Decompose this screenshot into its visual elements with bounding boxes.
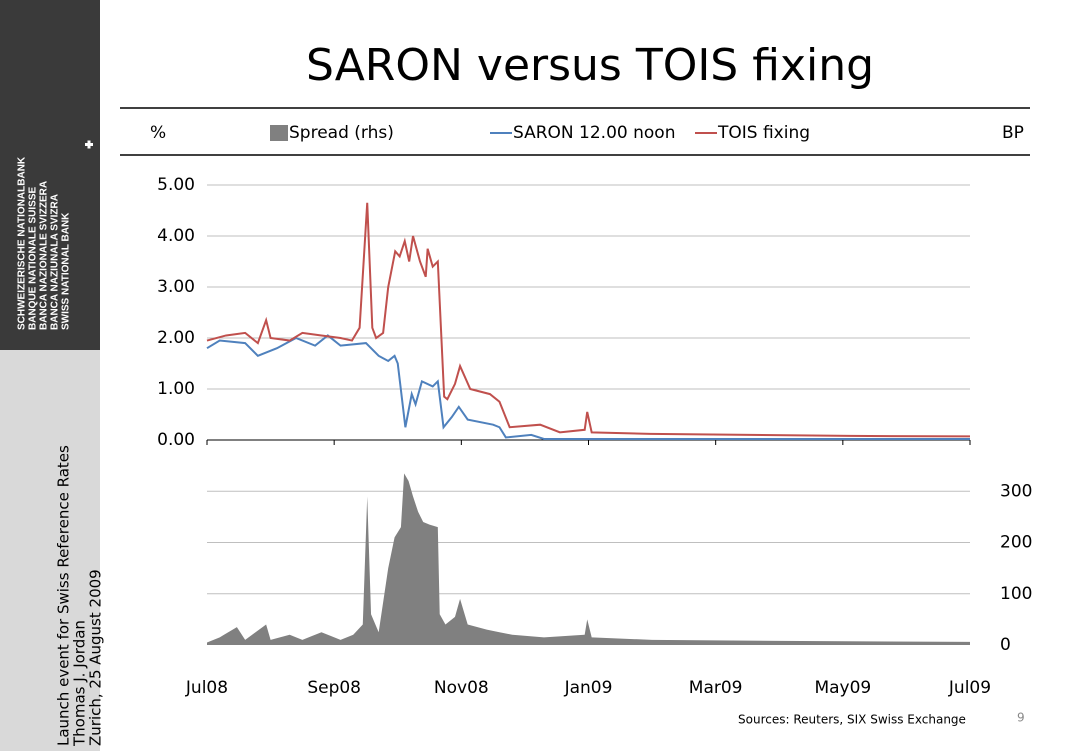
legend-label: SARON 12.00 noon <box>513 123 675 143</box>
event-text: Zurich, 25 August 2009 <box>87 569 105 746</box>
spread-area <box>207 473 970 645</box>
event-text: Thomas J. Jordan <box>71 620 89 747</box>
y2-tick-label: 300 <box>1000 481 1032 501</box>
x-tick-label: May09 <box>814 678 871 698</box>
x-tick-label: Nov08 <box>434 678 489 698</box>
bank-name: BANCA NAZIUNALA SVIZRA <box>50 194 61 330</box>
legend-swatch <box>270 125 288 141</box>
y-tick-label: 0.00 <box>157 430 195 450</box>
y-tick-label: 4.00 <box>157 226 195 246</box>
cross-icon <box>87 140 91 149</box>
line <box>206 202 971 438</box>
bank-name: SCHWEIZERISCHE NATIONALBANK <box>17 156 28 330</box>
x-tick-label: Mar09 <box>689 678 743 698</box>
x-tick-label: Sep08 <box>307 678 361 698</box>
sources: Sources: Reuters, SIX Swiss Exchange <box>738 713 966 727</box>
x-tick-label: Jul08 <box>185 678 228 698</box>
y-tick-label: 5.00 <box>157 175 195 195</box>
y2-tick-label: 100 <box>1000 584 1032 604</box>
sidebar-bottom <box>0 350 100 751</box>
bank-name: SWISS NATIONAL BANK <box>61 212 72 330</box>
chart-title: SARON versus TOIS fixing <box>306 40 874 91</box>
x-tick-label: Jan09 <box>564 678 613 698</box>
line <box>206 334 970 440</box>
y2-tick-label: 200 <box>1000 533 1032 553</box>
bank-name: BANCA NAZIONALE SVIZZERA <box>39 181 50 330</box>
x-tick-label: Jul09 <box>948 678 991 698</box>
y2-axis-label: BP <box>1002 123 1024 143</box>
legend-label: TOIS fixing <box>717 123 810 143</box>
y2-tick-label: 0 <box>1000 635 1011 655</box>
y-tick-label: 3.00 <box>157 277 195 297</box>
page-number: 9 <box>1017 711 1025 725</box>
y-tick-label: 1.00 <box>157 379 195 399</box>
bank-name: BANQUE NATIONALE SUISSE <box>28 187 39 330</box>
sidebar-top <box>0 0 100 350</box>
y-tick-label: 2.00 <box>157 328 195 348</box>
event-text: Launch event for Swiss Reference Rates <box>55 445 73 746</box>
legend-label: Spread (rhs) <box>289 123 394 143</box>
y-axis-label: % <box>150 123 166 143</box>
